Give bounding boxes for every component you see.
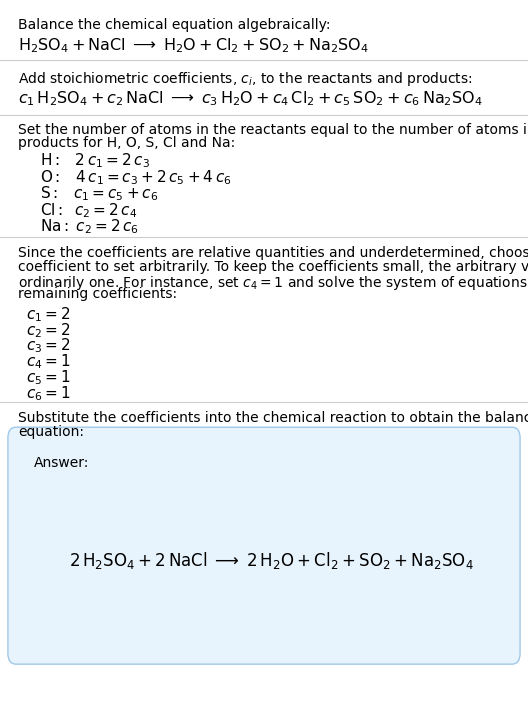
Text: Set the number of atoms in the reactants equal to the number of atoms in the: Set the number of atoms in the reactants… — [18, 123, 528, 136]
Text: Substitute the coefficients into the chemical reaction to obtain the balanced: Substitute the coefficients into the che… — [18, 411, 528, 425]
Text: $c_3 = 2$: $c_3 = 2$ — [26, 337, 71, 355]
Text: $c_1\,\mathrm{H_2SO_4} + c_2\,\mathrm{NaCl} \;\longrightarrow\; c_3\,\mathrm{H_2: $c_1\,\mathrm{H_2SO_4} + c_2\,\mathrm{Na… — [18, 89, 484, 108]
Text: coefficient to set arbitrarily. To keep the coefficients small, the arbitrary va: coefficient to set arbitrarily. To keep … — [18, 260, 528, 274]
Text: $\mathrm{S{:}}\;\;\; c_1 = c_5 + c_6$: $\mathrm{S{:}}\;\;\; c_1 = c_5 + c_6$ — [40, 185, 158, 203]
Text: Since the coefficients are relative quantities and underdetermined, choose a: Since the coefficients are relative quan… — [18, 246, 528, 260]
Text: $\mathrm{H{:}}\;\;\; 2\,c_1 = 2\,c_3$: $\mathrm{H{:}}\;\;\; 2\,c_1 = 2\,c_3$ — [40, 151, 149, 170]
Text: products for H, O, S, Cl and Na:: products for H, O, S, Cl and Na: — [18, 136, 235, 150]
Text: Answer:: Answer: — [34, 456, 90, 470]
Text: equation:: equation: — [18, 425, 84, 439]
Text: $\mathrm{Cl{:}}\;\; c_2 = 2\,c_4$: $\mathrm{Cl{:}}\;\; c_2 = 2\,c_4$ — [40, 201, 137, 220]
Text: $c_2 = 2$: $c_2 = 2$ — [26, 321, 71, 340]
Text: $c_5 = 1$: $c_5 = 1$ — [26, 368, 71, 387]
Text: $c_4 = 1$: $c_4 = 1$ — [26, 353, 71, 371]
Text: $\mathrm{Na{:}}\; c_2 = 2\,c_6$: $\mathrm{Na{:}}\; c_2 = 2\,c_6$ — [40, 218, 138, 236]
Text: remaining coefficients:: remaining coefficients: — [18, 287, 177, 301]
Text: Balance the chemical equation algebraically:: Balance the chemical equation algebraica… — [18, 18, 331, 32]
Text: $c_6 = 1$: $c_6 = 1$ — [26, 384, 71, 403]
FancyBboxPatch shape — [8, 427, 520, 664]
Text: ordinarily one. For instance, set $c_4 = 1$ and solve the system of equations fo: ordinarily one. For instance, set $c_4 =… — [18, 274, 528, 292]
Text: $2\,\mathrm{H_2SO_4} + 2\,\mathrm{NaCl} \;\longrightarrow\; 2\,\mathrm{H_2O} + \: $2\,\mathrm{H_2SO_4} + 2\,\mathrm{NaCl} … — [69, 549, 474, 571]
Text: $\mathrm{O{:}}\;\;\; 4\,c_1 = c_3 + 2\,c_5 + 4\,c_6$: $\mathrm{O{:}}\;\;\; 4\,c_1 = c_3 + 2\,c… — [40, 168, 231, 187]
Text: $c_1 = 2$: $c_1 = 2$ — [26, 305, 71, 324]
Text: Add stoichiometric coefficients, $c_i$, to the reactants and products:: Add stoichiometric coefficients, $c_i$, … — [18, 70, 473, 88]
Text: $\mathrm{H_2SO_4 + NaCl} \;\longrightarrow\; \mathrm{H_2O + Cl_2 + SO_2 + Na_2SO: $\mathrm{H_2SO_4 + NaCl} \;\longrightarr… — [18, 36, 370, 55]
